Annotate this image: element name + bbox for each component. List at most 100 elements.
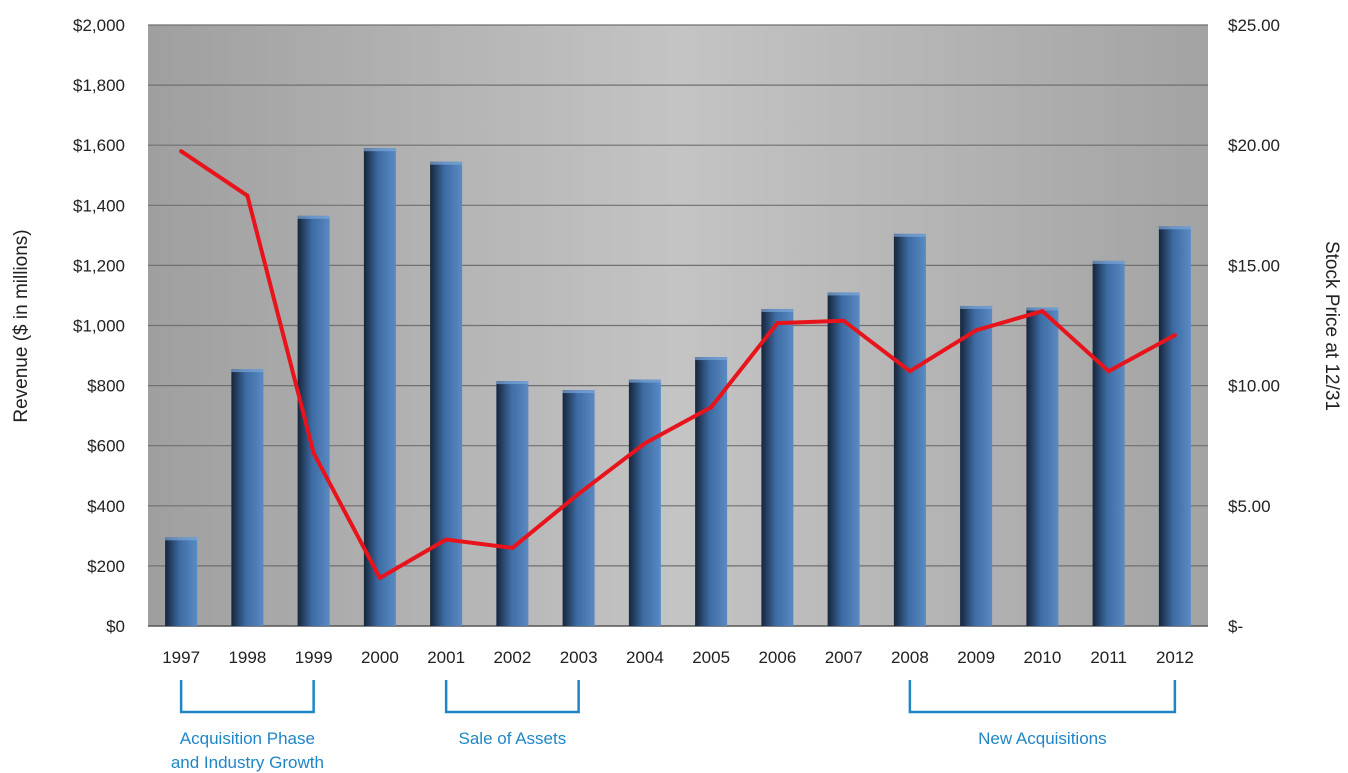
revenue-bar-2011 — [1092, 260, 1125, 626]
revenue-bar-cap — [165, 537, 198, 541]
revenue-bar-2008 — [893, 233, 926, 626]
left-tick-label: $1,000 — [73, 317, 125, 336]
left-tick-label: $1,200 — [73, 256, 125, 275]
revenue-bar-cap — [496, 381, 529, 385]
revenue-bar-cap — [695, 357, 728, 361]
revenue-bars — [165, 148, 1191, 627]
revenue-bar-1999 — [297, 215, 330, 626]
left-tick-label: $1,800 — [73, 76, 125, 95]
stock-price-point-2003 — [576, 491, 581, 496]
year-tick-label: 2006 — [758, 648, 796, 667]
revenue-bar-cap — [363, 148, 396, 152]
stock-price-point-2008 — [907, 369, 912, 374]
right-axis-ticks: $- $5.00 $10.00 $15.00 $20.00 $25.00 — [1228, 16, 1280, 636]
revenue-bar-2009 — [960, 305, 993, 626]
stock-price-point-2012 — [1172, 333, 1177, 338]
phase-label: New Acquisitions — [978, 729, 1107, 748]
right-tick-label: $- — [1228, 617, 1243, 636]
phase-label: and Industry Growth — [171, 753, 324, 772]
year-tick-label: 2005 — [692, 648, 730, 667]
left-tick-label: $1,400 — [73, 196, 125, 215]
right-tick-label: $15.00 — [1228, 256, 1280, 275]
year-tick-label: 1998 — [228, 648, 266, 667]
stock-price-polyline — [179, 149, 1176, 580]
revenue-bar-2012 — [1158, 226, 1191, 626]
left-tick-label: $0 — [106, 617, 125, 636]
phase-bracket — [444, 680, 580, 714]
year-tick-label: 2003 — [560, 648, 598, 667]
stock-price-point-2010 — [1040, 309, 1045, 314]
year-tick-label: 1997 — [162, 648, 200, 667]
revenue-bar-2004 — [628, 379, 661, 626]
year-axis-ticks: 1997 1998 1999 2000 2001 2002 2003 2004 2005 2006… — [162, 648, 1194, 667]
year-tick-label: 1999 — [295, 648, 333, 667]
phase-annotation: Sale of Assets — [444, 680, 580, 748]
left-axis-ticks: $0 $200 $400 $600 $800 $1,000 $1,200 $1,400 $1,6… — [73, 16, 125, 636]
phase-annotation: Acquisition Phase and Industry Growth — [171, 680, 324, 772]
year-tick-label: 2011 — [1090, 648, 1127, 667]
revenue-bar-2003 — [562, 390, 595, 626]
stock-price-point-2007 — [841, 318, 846, 323]
stock-price-point-2000 — [377, 575, 382, 580]
revenue-bar-2005 — [695, 357, 728, 626]
year-tick-label: 2010 — [1023, 648, 1061, 667]
revenue-bar-cap — [231, 369, 264, 373]
revenue-bar-cap — [761, 308, 794, 312]
year-tick-label: 2000 — [361, 648, 399, 667]
stock-price-point-1997 — [179, 149, 184, 154]
stock-price-point-2001 — [444, 537, 449, 542]
y-axis-title: Revenue ($ in millions) — [11, 229, 32, 422]
revenue-bar-1997 — [165, 537, 198, 626]
year-tick-label: 2001 — [427, 648, 465, 667]
right-tick-label: $25.00 — [1228, 16, 1280, 35]
revenue-bar-cap — [893, 233, 926, 237]
phase-label: Sale of Assets — [459, 729, 567, 748]
revenue-bar-cap — [628, 379, 661, 383]
revenue-bar-cap — [960, 305, 993, 309]
revenue-bar-cap — [1026, 307, 1059, 311]
left-tick-label: $1,600 — [73, 136, 125, 155]
revenue-bar-cap — [1092, 260, 1125, 264]
phase-bracket — [908, 680, 1177, 714]
revenue-bar-2010 — [1026, 307, 1059, 626]
year-tick-label: 2012 — [1156, 648, 1194, 667]
stock-price-point-1999 — [311, 450, 316, 455]
stock-price-point-2006 — [775, 321, 780, 326]
phase-annotation: New Acquisitions — [908, 680, 1177, 748]
revenue-bar-cap — [1158, 226, 1191, 230]
stock-price-point-2004 — [642, 441, 647, 446]
year-tick-label: 2004 — [626, 648, 664, 667]
stock-price-point-2005 — [709, 405, 714, 410]
revenue-bar-cap — [827, 292, 860, 296]
stock-price-point-2011 — [1106, 369, 1111, 374]
stock-price-line — [179, 149, 1177, 580]
revenue-bar-2000 — [363, 148, 396, 626]
left-tick-label: $800 — [87, 377, 125, 396]
stock-price-point-2002 — [510, 545, 515, 550]
revenue-bar-2006 — [761, 308, 794, 626]
stock-price-point-2009 — [974, 328, 979, 333]
left-tick-label: $2,000 — [73, 16, 125, 35]
revenue-bar-2001 — [430, 161, 463, 627]
revenue-bar-cap — [562, 390, 595, 394]
left-tick-label: $600 — [87, 437, 125, 456]
year-tick-label: 2008 — [891, 648, 929, 667]
revenue-bar-2002 — [496, 381, 529, 626]
revenue-bar-1998 — [231, 369, 264, 626]
year-tick-label: 2002 — [493, 648, 531, 667]
right-tick-label: $5.00 — [1228, 497, 1271, 516]
revenue-bar-cap — [430, 161, 463, 165]
left-tick-label: $400 — [87, 497, 125, 516]
y2-axis-title: Stock Price at 12/31 — [1321, 241, 1342, 411]
phase-bracket — [179, 680, 315, 714]
stock-price-point-1998 — [245, 193, 250, 198]
phase-label: Acquisition Phase — [180, 729, 315, 748]
year-tick-label: 2009 — [957, 648, 995, 667]
right-tick-label: $10.00 — [1228, 377, 1280, 396]
revenue-bar-cap — [297, 215, 330, 219]
left-tick-label: $200 — [87, 557, 125, 576]
right-tick-label: $20.00 — [1228, 136, 1280, 155]
phase-annotations: Acquisition Phase and Industry Growth Sale… — [171, 680, 1177, 772]
revenue-bar-2007 — [827, 292, 860, 626]
